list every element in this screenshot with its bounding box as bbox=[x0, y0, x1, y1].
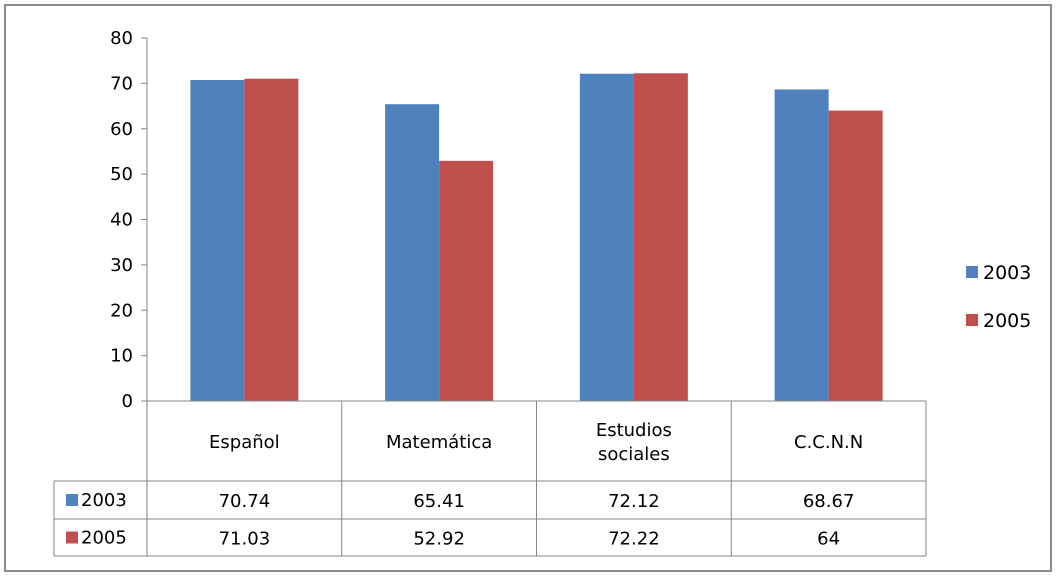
category-label: Matemática bbox=[386, 432, 492, 453]
bar-2003-1 bbox=[385, 104, 440, 402]
y-tick-label: 30 bbox=[110, 255, 133, 276]
bar-2005-3 bbox=[828, 110, 883, 401]
table-legend-key-2003 bbox=[66, 494, 78, 506]
bar-chart: 0 10 20 30 40 50 60 70 80 Español Matemática Estud… bbox=[53, 28, 1031, 557]
bar-2003-3 bbox=[774, 89, 829, 401]
bar-2003-2 bbox=[579, 73, 634, 402]
table-cell-value: 71.03 bbox=[219, 529, 271, 550]
y-tick-label: 70 bbox=[110, 73, 133, 94]
table-cell-value: 64 bbox=[817, 529, 840, 550]
axes bbox=[141, 37, 148, 556]
y-tick-label: 20 bbox=[110, 300, 133, 321]
bars bbox=[190, 73, 883, 402]
bar-2005-0 bbox=[244, 78, 299, 401]
y-tick-labels: 0 10 20 30 40 50 60 70 80 bbox=[110, 28, 133, 412]
table-cell-value: 72.12 bbox=[608, 491, 660, 512]
chart-frame: 0 10 20 30 40 50 60 70 80 Español Matemática Estud… bbox=[4, 4, 1052, 572]
legend-label: 2003 bbox=[983, 262, 1031, 284]
table-cell-value: 65.41 bbox=[413, 491, 465, 512]
table-legend-key-2005 bbox=[66, 531, 78, 544]
category-label: Español bbox=[209, 432, 280, 453]
category-label: Estudios sociales bbox=[596, 420, 672, 465]
y-tick-label: 60 bbox=[110, 119, 133, 140]
legend: 2003 2005 bbox=[966, 262, 1031, 332]
table-cell-value: 72.22 bbox=[608, 529, 660, 550]
table-cell-value: 52.92 bbox=[413, 529, 465, 550]
y-tick-label: 0 bbox=[122, 391, 133, 412]
y-tick-label: 50 bbox=[110, 164, 133, 185]
legend-key-2003 bbox=[966, 266, 978, 278]
table-cell-value: 70.74 bbox=[219, 491, 271, 512]
bar-2003-0 bbox=[190, 80, 245, 402]
data-table: Español Matemática Estudios sociales C.C.N.N… bbox=[53, 400, 927, 557]
table-series-name: 2003 bbox=[81, 490, 127, 511]
table-series-name: 2005 bbox=[81, 528, 127, 549]
legend-key-2005 bbox=[966, 314, 978, 326]
bar-2005-1 bbox=[439, 160, 494, 401]
bar-2005-2 bbox=[633, 73, 688, 401]
y-tick-label: 80 bbox=[110, 28, 133, 49]
category-label: C.C.N.N bbox=[794, 432, 863, 453]
table-cell-value: 68.67 bbox=[803, 491, 855, 512]
legend-label: 2005 bbox=[983, 310, 1031, 332]
y-tick-label: 40 bbox=[110, 210, 133, 231]
y-tick-label: 10 bbox=[110, 346, 133, 367]
